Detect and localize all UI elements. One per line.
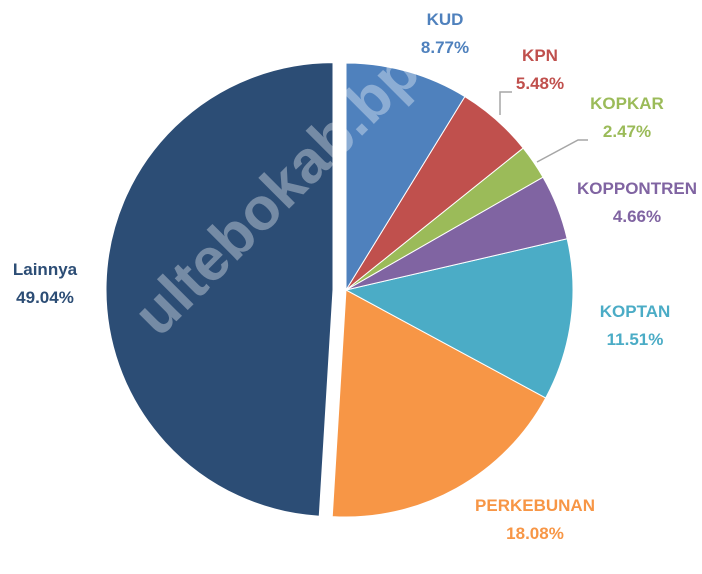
leader-line <box>536 139 588 163</box>
value-label: 5.48% <box>515 74 565 93</box>
value-label: 11.51% <box>606 330 664 349</box>
leader-line <box>499 91 512 115</box>
data-label: Lainnya 49.04% <box>0 256 95 312</box>
value-label: 2.47% <box>602 122 652 141</box>
value-label: 8.77% <box>420 38 470 57</box>
pie-slice <box>344 238 574 399</box>
data-label: KOPPONTREN 4.66% <box>575 175 700 231</box>
data-label: KUD 8.77% <box>405 6 485 62</box>
pie-slice <box>345 62 466 292</box>
category-label: KPN <box>522 46 558 65</box>
category-label: PERKEBUNAN <box>475 496 595 515</box>
data-label: KOPTAN 11.51% <box>585 298 685 354</box>
category-label: KOPKAR <box>590 94 664 113</box>
data-label: KPN 5.48% <box>510 42 570 98</box>
category-label: KOPPONTREN <box>577 179 697 198</box>
data-label: KOPKAR 2.47% <box>577 90 677 146</box>
data-label: PERKEBUNAN 18.08% <box>470 492 600 548</box>
category-label: KUD <box>426 10 464 29</box>
pie-slice <box>105 62 334 517</box>
value-label: 4.66% <box>612 207 662 226</box>
category-label: KOPTAN <box>599 302 671 321</box>
value-label: 49.04% <box>16 288 74 307</box>
category-label: Lainnya <box>12 260 78 279</box>
pie-slice <box>331 289 547 518</box>
value-label: 18.08% <box>506 524 564 543</box>
